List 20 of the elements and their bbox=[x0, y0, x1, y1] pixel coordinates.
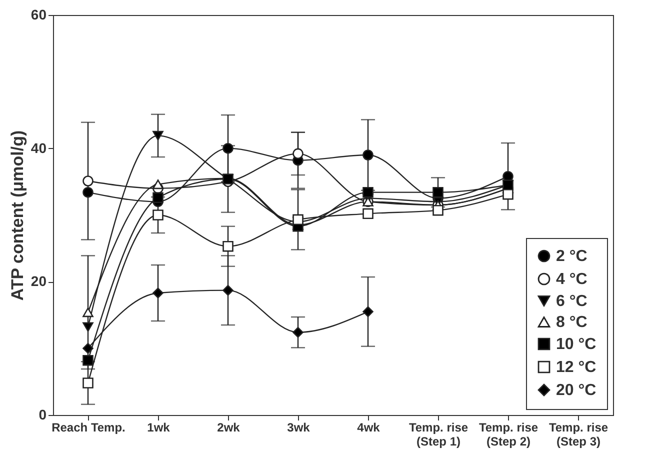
y-tick-label: 0 bbox=[38, 406, 47, 422]
x-tick-label: 3wk bbox=[287, 420, 310, 434]
y-tick-label: 40 bbox=[30, 140, 47, 156]
legend-label: 6 °C bbox=[556, 293, 588, 310]
y-tick-label: 60 bbox=[30, 6, 47, 22]
legend-label: 12 °C bbox=[556, 359, 597, 376]
x-tick-label: Temp. rise (Step 1) bbox=[408, 420, 468, 448]
x-tick-label: Temp. rise (Step 2) bbox=[478, 420, 538, 448]
x-tick-label: Temp. rise (Step 3) bbox=[548, 420, 608, 448]
legend-label: 4 °C bbox=[556, 271, 588, 288]
y-tick-label: 20 bbox=[30, 273, 47, 290]
legend-label: 2 °C bbox=[556, 248, 588, 265]
legend-label: 10 °C bbox=[556, 336, 597, 353]
x-tick-label: Reach Temp. bbox=[52, 420, 126, 434]
x-tick-label: 4wk bbox=[357, 420, 380, 434]
legend-label: 8 °C bbox=[556, 314, 588, 331]
x-tick-label: 1wk bbox=[147, 420, 170, 434]
x-tick-label: 2wk bbox=[217, 420, 240, 434]
legend-label: 20 °C bbox=[556, 382, 597, 399]
y-axis-title: ATP content (μmol/g) bbox=[8, 130, 27, 301]
